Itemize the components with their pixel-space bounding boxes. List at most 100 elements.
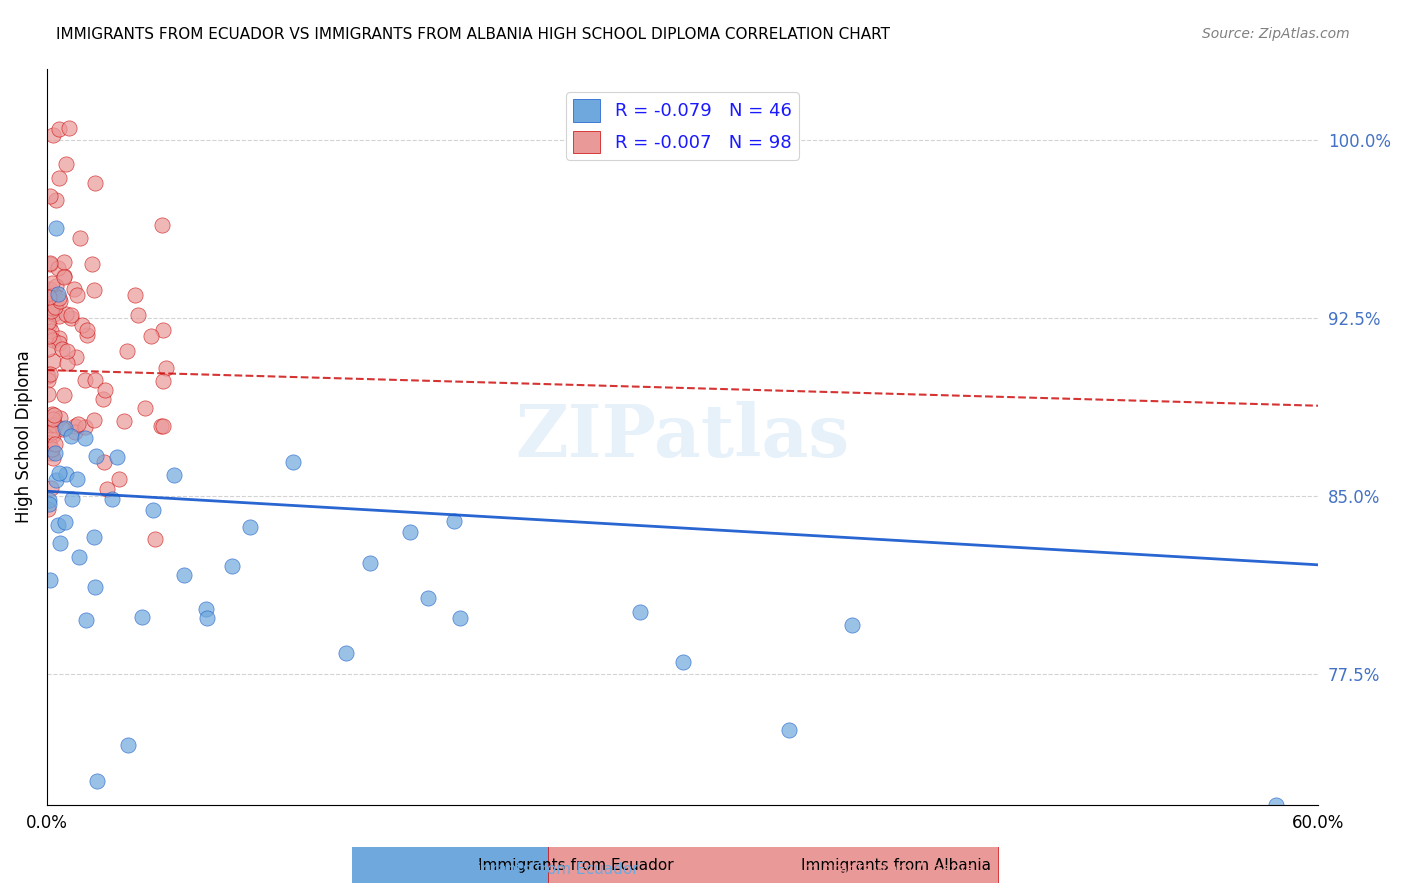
Text: IMMIGRANTS FROM ECUADOR VS IMMIGRANTS FROM ALBANIA HIGH SCHOOL DIPLOMA CORRELATI: IMMIGRANTS FROM ECUADOR VS IMMIGRANTS FR… — [56, 27, 890, 42]
Point — [56, 344, 79, 359]
Point — [152, 374, 174, 388]
Point — [53, 388, 76, 402]
Point — [38, 318, 60, 333]
Point — [42, 128, 65, 142]
Point — [124, 288, 146, 302]
Point — [39, 324, 62, 338]
Point — [63, 419, 86, 434]
Point — [44, 437, 66, 451]
Point — [37, 373, 59, 387]
Point — [75, 613, 97, 627]
Point — [39, 256, 62, 270]
Point — [418, 591, 440, 605]
Point — [52, 422, 75, 436]
Point — [66, 471, 89, 485]
Point — [42, 411, 65, 425]
Point — [239, 520, 262, 534]
Point — [281, 454, 304, 468]
Point — [63, 425, 86, 439]
Point — [86, 773, 108, 788]
Point — [37, 387, 59, 401]
Point — [131, 610, 153, 624]
Point — [66, 417, 89, 432]
Point — [60, 308, 83, 322]
Point — [75, 420, 97, 434]
Point — [46, 260, 69, 275]
FancyBboxPatch shape — [548, 844, 998, 887]
Point — [42, 354, 65, 368]
Point — [55, 467, 77, 481]
Point — [152, 323, 174, 337]
Point — [112, 414, 135, 428]
Point — [48, 309, 70, 323]
Point — [42, 409, 65, 423]
Point — [117, 739, 139, 753]
Point — [108, 472, 131, 486]
Point — [96, 482, 118, 496]
Point — [44, 300, 66, 314]
Point — [398, 524, 420, 539]
Point — [101, 491, 124, 506]
Point — [37, 342, 59, 356]
Point — [49, 411, 72, 425]
Point — [91, 392, 114, 407]
Point — [37, 315, 59, 329]
Point — [55, 157, 77, 171]
Point — [150, 418, 173, 433]
Point — [44, 446, 66, 460]
Point — [51, 342, 73, 356]
Point — [38, 281, 60, 295]
Point — [38, 497, 60, 511]
Point — [143, 532, 166, 546]
Y-axis label: High School Diploma: High School Diploma — [15, 351, 32, 523]
Point — [66, 288, 89, 302]
Text: ⬜ Immigrants from Albania: ⬜ Immigrants from Albania — [769, 863, 974, 877]
Point — [93, 455, 115, 469]
Legend: R = -0.079   N = 46, R = -0.007   N = 98: R = -0.079 N = 46, R = -0.007 N = 98 — [567, 92, 799, 160]
Point — [41, 425, 63, 439]
Point — [45, 296, 67, 310]
Point — [41, 428, 63, 442]
Point — [39, 574, 62, 588]
Point — [134, 401, 156, 416]
Point — [39, 367, 62, 381]
Point — [84, 580, 107, 594]
Point — [55, 307, 77, 321]
Point — [42, 308, 65, 322]
Point — [80, 257, 103, 271]
Point — [42, 288, 65, 302]
Point — [83, 283, 105, 297]
Point — [359, 556, 381, 570]
Point — [75, 431, 97, 445]
Point — [38, 328, 60, 343]
Point — [778, 723, 800, 737]
Point — [69, 231, 91, 245]
Point — [45, 193, 67, 207]
Point — [195, 601, 218, 615]
Point — [671, 655, 693, 669]
Point — [70, 318, 93, 332]
Point — [443, 514, 465, 528]
Point — [628, 605, 651, 619]
Point — [52, 269, 75, 284]
Point — [142, 502, 165, 516]
Point — [76, 328, 98, 343]
Point — [46, 518, 69, 533]
Point — [60, 492, 83, 507]
Point — [84, 373, 107, 387]
Point — [94, 384, 117, 398]
Point — [38, 435, 60, 450]
Point — [41, 304, 63, 318]
Point — [53, 515, 76, 529]
Point — [48, 466, 70, 480]
Point — [73, 373, 96, 387]
Point — [41, 442, 63, 457]
Point — [115, 343, 138, 358]
Point — [1264, 797, 1286, 812]
Point — [83, 530, 105, 544]
Point — [37, 292, 59, 306]
Point — [67, 549, 90, 564]
Point — [195, 611, 218, 625]
Text: ZIPatlas: ZIPatlas — [516, 401, 849, 472]
Point — [60, 429, 83, 443]
